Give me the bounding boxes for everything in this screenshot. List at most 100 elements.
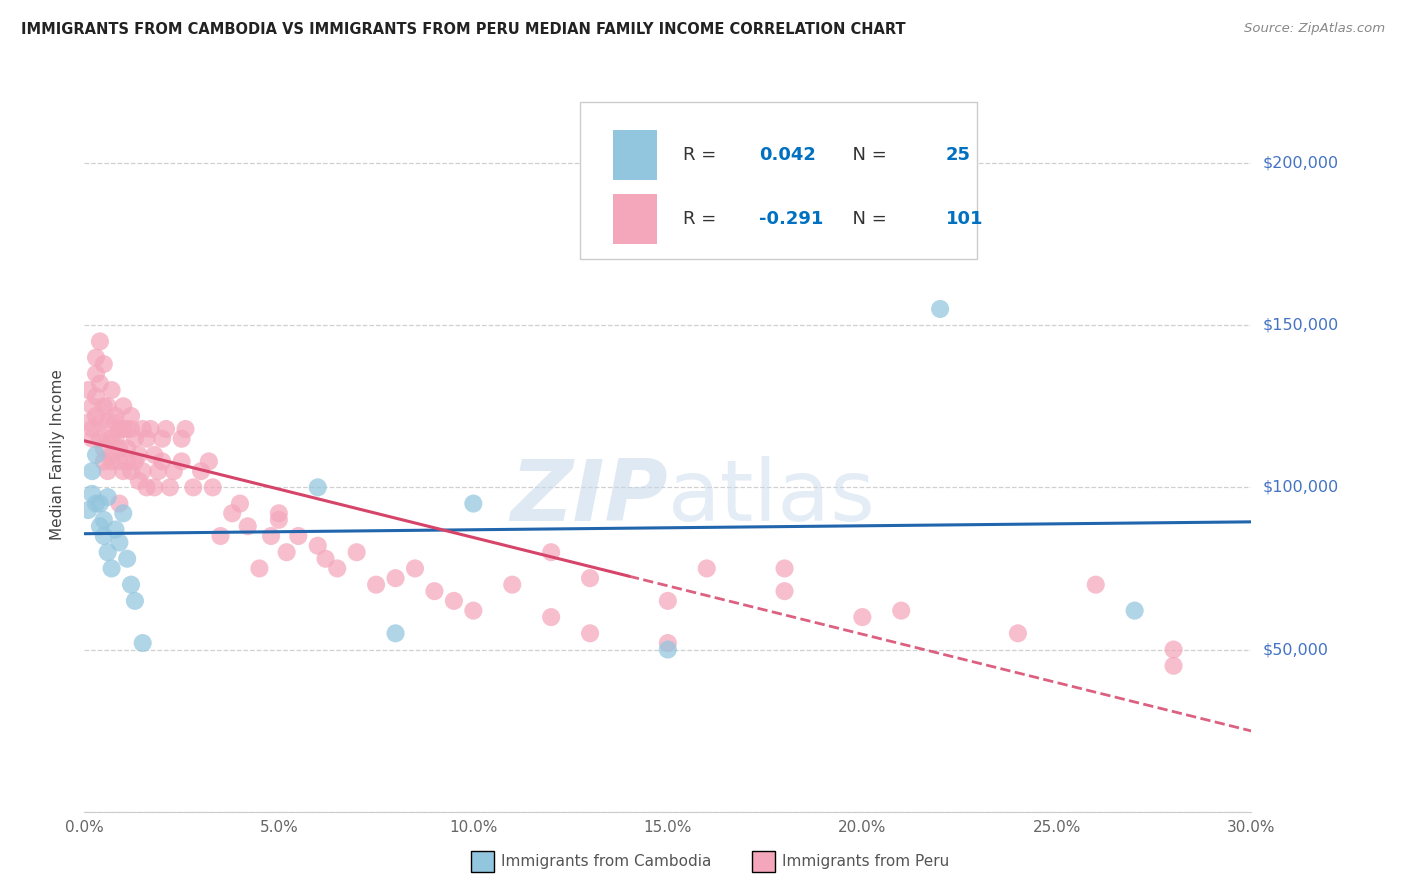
Text: 101: 101 [946, 211, 983, 228]
Point [104, 523, 127, 537]
Point [120, 422, 142, 436]
Point [148, 464, 170, 478]
Text: $150,000: $150,000 [1263, 318, 1339, 333]
Point [115, 551, 138, 566]
Point [84, 367, 107, 381]
Point [108, 422, 131, 436]
FancyBboxPatch shape [613, 194, 658, 244]
Point [773, 561, 796, 575]
Point [97, 432, 120, 446]
Point [276, 545, 298, 559]
Point [112, 399, 135, 413]
Point [100, 561, 122, 575]
Point [198, 454, 221, 468]
Point [104, 409, 127, 423]
Point [132, 636, 155, 650]
Point [159, 480, 181, 494]
Point [247, 561, 270, 575]
Text: Immigrants from Peru: Immigrants from Peru [782, 855, 949, 869]
Point [163, 464, 186, 478]
Y-axis label: Median Family Income: Median Family Income [51, 369, 65, 541]
Point [77, 383, 100, 397]
Point [540, 545, 562, 559]
Point [579, 626, 602, 640]
Point [97, 464, 120, 478]
Point [143, 480, 166, 494]
Point [82, 487, 104, 501]
Point [132, 422, 155, 436]
Point [143, 448, 166, 462]
Text: R =: R = [683, 146, 723, 164]
Point [267, 513, 290, 527]
Text: ZIP: ZIP [510, 456, 668, 540]
Point [100, 432, 122, 446]
Point [236, 519, 259, 533]
Text: $50,000: $50,000 [1263, 642, 1329, 657]
Point [851, 610, 873, 624]
Point [97, 545, 120, 559]
Point [112, 422, 135, 436]
Point [120, 409, 142, 423]
Point [221, 506, 243, 520]
Point [82, 399, 104, 413]
Point [384, 626, 406, 640]
Point [463, 497, 485, 511]
Point [201, 480, 224, 494]
Point [132, 464, 155, 478]
Point [100, 383, 122, 397]
Point [501, 577, 523, 591]
Point [155, 422, 177, 436]
Point [1084, 577, 1107, 591]
Point [229, 497, 252, 511]
Text: Immigrants from Cambodia: Immigrants from Cambodia [501, 855, 711, 869]
Point [89, 334, 111, 349]
Point [657, 594, 679, 608]
FancyBboxPatch shape [581, 102, 977, 259]
Point [108, 454, 131, 468]
Point [93, 399, 115, 413]
Point [260, 529, 283, 543]
Point [120, 464, 142, 478]
Point [170, 432, 193, 446]
Point [89, 497, 111, 511]
Point [366, 577, 388, 591]
Point [1123, 604, 1146, 618]
Point [112, 464, 135, 478]
Point [108, 497, 131, 511]
Text: IMMIGRANTS FROM CAMBODIA VS IMMIGRANTS FROM PERU MEDIAN FAMILY INCOME CORRELATIO: IMMIGRANTS FROM CAMBODIA VS IMMIGRANTS F… [21, 22, 905, 37]
Point [579, 571, 602, 585]
Point [84, 390, 107, 404]
Point [82, 432, 104, 446]
Point [423, 584, 446, 599]
Point [696, 561, 718, 575]
Point [135, 432, 157, 446]
Point [115, 454, 138, 468]
Point [84, 497, 107, 511]
Point [97, 399, 120, 413]
Point [1007, 626, 1029, 640]
Point [174, 422, 197, 436]
Point [93, 529, 115, 543]
Point [181, 480, 204, 494]
Point [346, 545, 368, 559]
Point [890, 604, 912, 618]
Point [773, 584, 796, 599]
Text: -0.291: -0.291 [759, 211, 824, 228]
Point [657, 642, 679, 657]
Text: $100,000: $100,000 [1263, 480, 1339, 495]
Point [89, 519, 111, 533]
Point [77, 416, 100, 430]
Point [124, 432, 146, 446]
Point [190, 464, 212, 478]
Text: R =: R = [683, 211, 723, 228]
Point [93, 454, 115, 468]
Point [307, 539, 329, 553]
Point [124, 454, 146, 468]
Point [108, 442, 131, 456]
Point [657, 636, 679, 650]
Point [84, 351, 107, 365]
Point [1163, 658, 1185, 673]
Point [315, 551, 337, 566]
Point [100, 448, 122, 462]
Point [1163, 642, 1185, 657]
